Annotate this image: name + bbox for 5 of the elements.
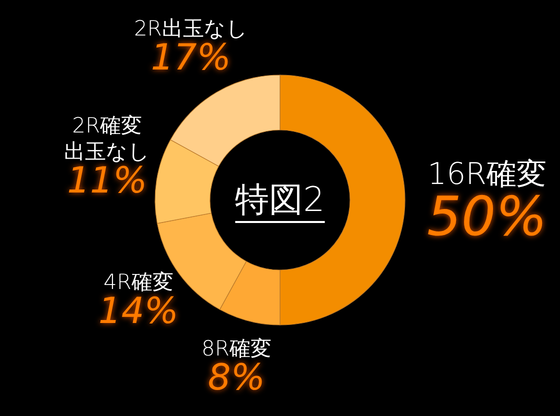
data-label: 8% [208, 358, 266, 398]
slice-label: 2R出玉なし [134, 16, 248, 40]
text: 特図2 [235, 179, 325, 222]
slice-label: 2R確変出玉なし [64, 114, 150, 164]
slice-label: 8R確変 [202, 336, 272, 360]
